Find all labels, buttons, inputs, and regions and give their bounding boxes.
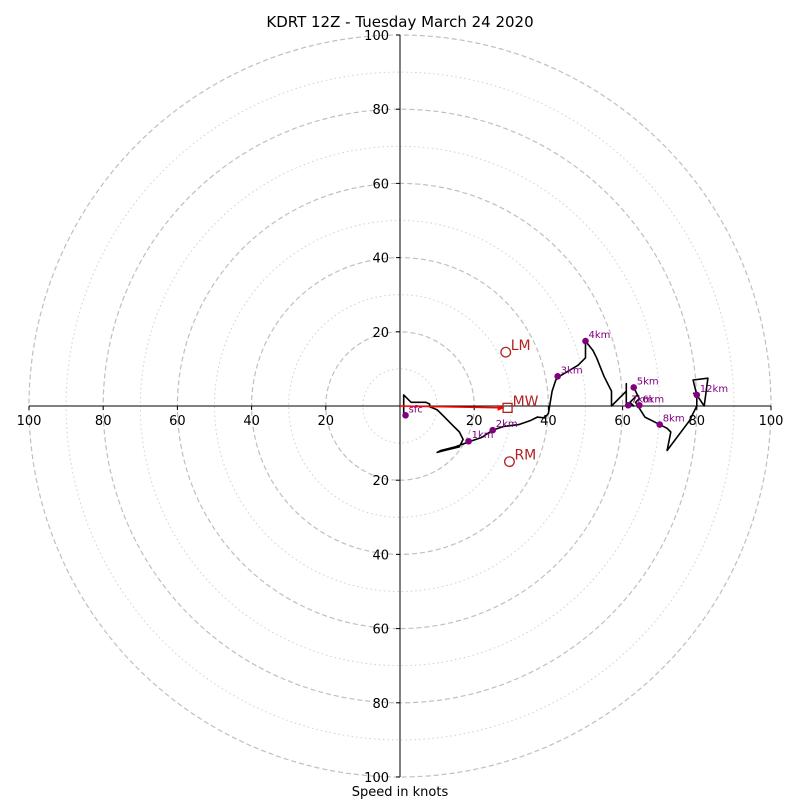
hodograph-trace-line <box>402 340 709 454</box>
mean-wind-arrow <box>399 405 504 409</box>
height-label: 1km <box>472 430 494 441</box>
y-tick-label: 100 <box>364 29 389 44</box>
height-marker <box>489 426 497 434</box>
storm-motion-label: MW <box>513 394 539 410</box>
height-label: 3km <box>561 365 583 376</box>
height-marker <box>582 337 589 345</box>
y-tick-label: 80 <box>372 103 389 118</box>
height-marker <box>554 373 561 380</box>
x-tick-label: 40 <box>243 414 260 429</box>
height-label: 8km <box>663 414 685 425</box>
chart-title: KDRT 12Z - Tuesday March 24 2020 <box>266 13 533 31</box>
height-label: 6km <box>642 394 664 405</box>
x-tick-label: 80 <box>95 414 112 429</box>
mean-wind-marker <box>502 402 513 414</box>
x-tick-label: 60 <box>614 414 631 429</box>
y-tick-label: 80 <box>372 697 389 712</box>
x-tick-label: 100 <box>759 414 784 429</box>
height-marker <box>630 384 638 391</box>
y-tick-label: 40 <box>372 548 389 563</box>
height-label: 7km <box>631 394 653 405</box>
storm-motion-label: RM <box>514 448 536 464</box>
wind-trace <box>402 340 709 454</box>
height-marker <box>693 391 701 399</box>
x-tick-label: 20 <box>466 414 483 429</box>
y-tick-label: 20 <box>372 474 389 489</box>
height-marker <box>624 401 632 409</box>
height-marker <box>465 437 472 445</box>
height-label: 2km <box>496 419 518 430</box>
height-label: 4km <box>589 330 611 341</box>
y-tick-label: 60 <box>372 177 389 192</box>
x-tick-label: 40 <box>540 414 557 429</box>
height-label: sfc <box>409 404 423 415</box>
height-marker <box>635 401 643 409</box>
mean-wind-arrowhead <box>497 404 505 411</box>
height-marker <box>656 421 663 428</box>
x-axis-label: Speed in knots <box>352 785 449 800</box>
y-tick-label: 60 <box>372 623 389 638</box>
height-label: 12km <box>700 384 728 395</box>
x-tick-label: 20 <box>318 414 335 429</box>
y-tick-label: 20 <box>372 326 389 341</box>
storm-motion-marker <box>503 456 515 468</box>
storm-motion-label: LM <box>511 338 531 354</box>
storm-motion-markers: LM MW RM <box>399 338 539 468</box>
height-label: 5km <box>637 376 659 387</box>
x-tick-label: 60 <box>169 414 186 429</box>
axis-tick-labels: 100 80 60 40 20 20 40 60 80 100 100 80 60 40 20 20 40 60 8… <box>17 29 784 786</box>
x-tick-label: 80 <box>689 414 706 429</box>
storm-motion-marker <box>500 346 512 358</box>
y-tick-label: 100 <box>364 771 389 786</box>
y-tick-label: 40 <box>372 252 389 267</box>
x-tick-label: 100 <box>17 414 42 429</box>
height-marker <box>402 411 409 419</box>
